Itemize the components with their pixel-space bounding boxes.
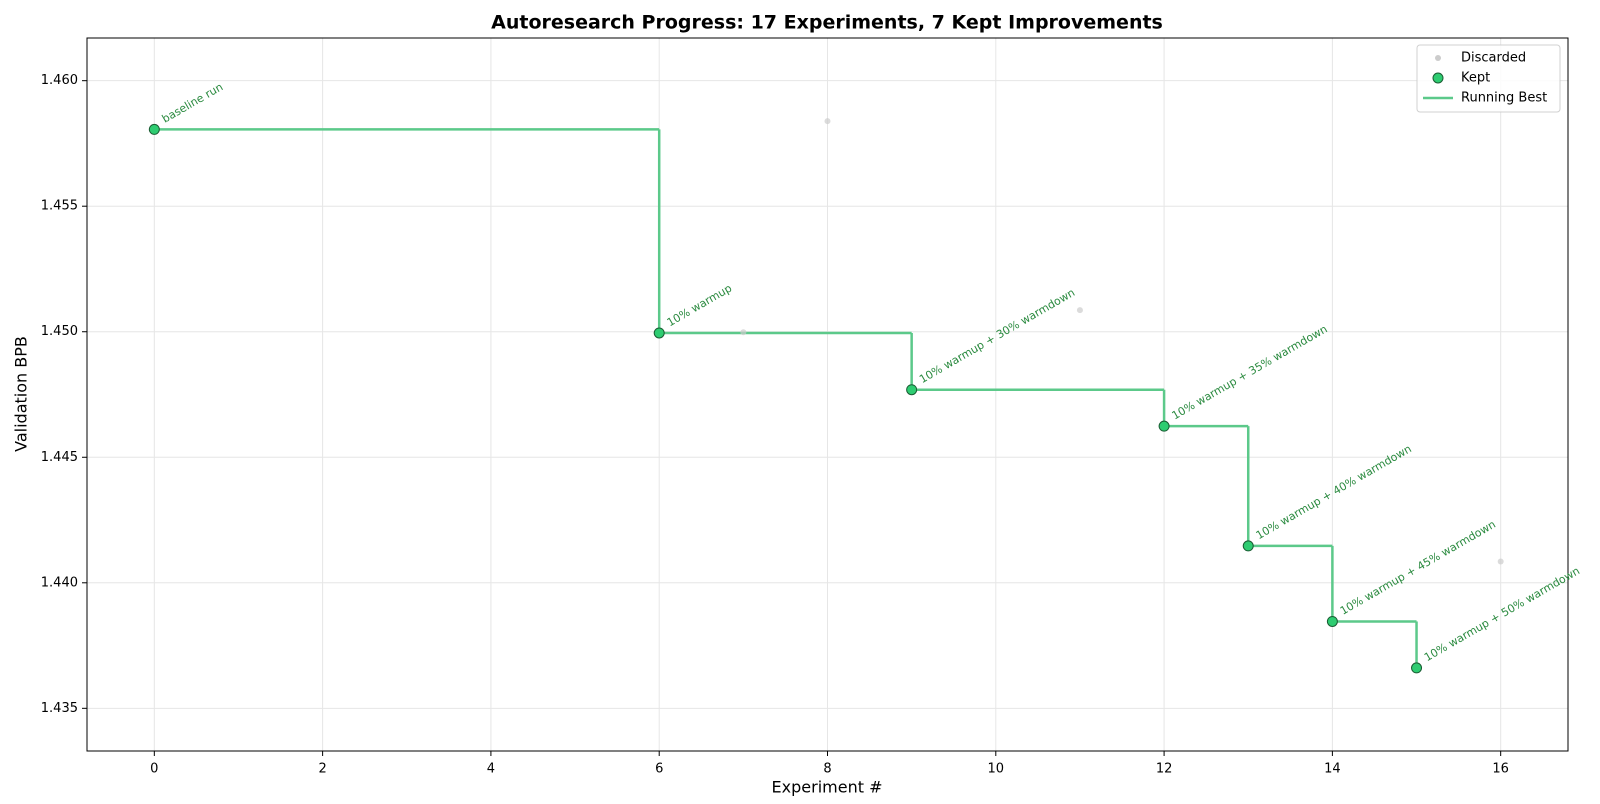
- point-label: baseline run: [160, 80, 225, 125]
- x-axis-label: Experiment #: [772, 778, 883, 797]
- x-tick-label: 12: [1156, 762, 1173, 777]
- y-tick-label: 1.460: [41, 73, 78, 88]
- y-tick-label: 1.450: [41, 324, 78, 339]
- plot-frame: [86, 37, 1569, 752]
- legend-label: Running Best: [1461, 91, 1547, 106]
- kept-point: [1242, 540, 1254, 552]
- kept-point: [906, 384, 918, 396]
- legend-swatch: [1432, 72, 1444, 84]
- x-tick-label: 14: [1324, 762, 1341, 777]
- discarded-point: [740, 329, 747, 336]
- x-tick-label: 2: [318, 762, 326, 777]
- y-axis-label: Validation BPB: [12, 336, 31, 452]
- point-label: 10% warmup: [665, 282, 734, 330]
- point-label: 10% warmup + 30% warmdown: [917, 286, 1077, 386]
- x-tick-label: 0: [150, 762, 158, 777]
- x-tick-label: 10: [988, 762, 1005, 777]
- point-label: 10% warmup + 35% warmdown: [1170, 322, 1330, 422]
- legend-label: Discarded: [1461, 51, 1526, 66]
- x-tick-label: 16: [1492, 762, 1509, 777]
- kept-point: [1158, 420, 1170, 432]
- discarded-point: [1076, 307, 1083, 314]
- x-tick-label: 6: [655, 762, 663, 777]
- kept-point: [1326, 615, 1338, 627]
- kept-point: [1411, 662, 1423, 674]
- discarded-point: [1497, 558, 1504, 565]
- x-tick-label: 4: [487, 762, 495, 777]
- point-label: 10% warmup + 50% warmdown: [1422, 564, 1582, 664]
- kept-point: [148, 123, 160, 135]
- y-tick-label: 1.440: [41, 575, 78, 590]
- x-tick-label: 8: [823, 762, 831, 777]
- discarded-point: [824, 118, 831, 125]
- point-label: 10% warmup + 45% warmdown: [1338, 518, 1498, 618]
- legend-box: [1416, 44, 1561, 113]
- legend: Discarded Kept Running Best: [1416, 44, 1561, 113]
- chart-title: Autoresearch Progress: 17 Experiments, 7…: [491, 12, 1163, 34]
- y-tick-label: 1.455: [41, 199, 78, 214]
- y-tick-label: 1.435: [41, 701, 78, 716]
- kept-point: [653, 327, 665, 339]
- y-tick-label: 1.445: [41, 450, 78, 465]
- legend-label: Kept: [1461, 71, 1490, 86]
- legend-swatch: [1435, 55, 1441, 61]
